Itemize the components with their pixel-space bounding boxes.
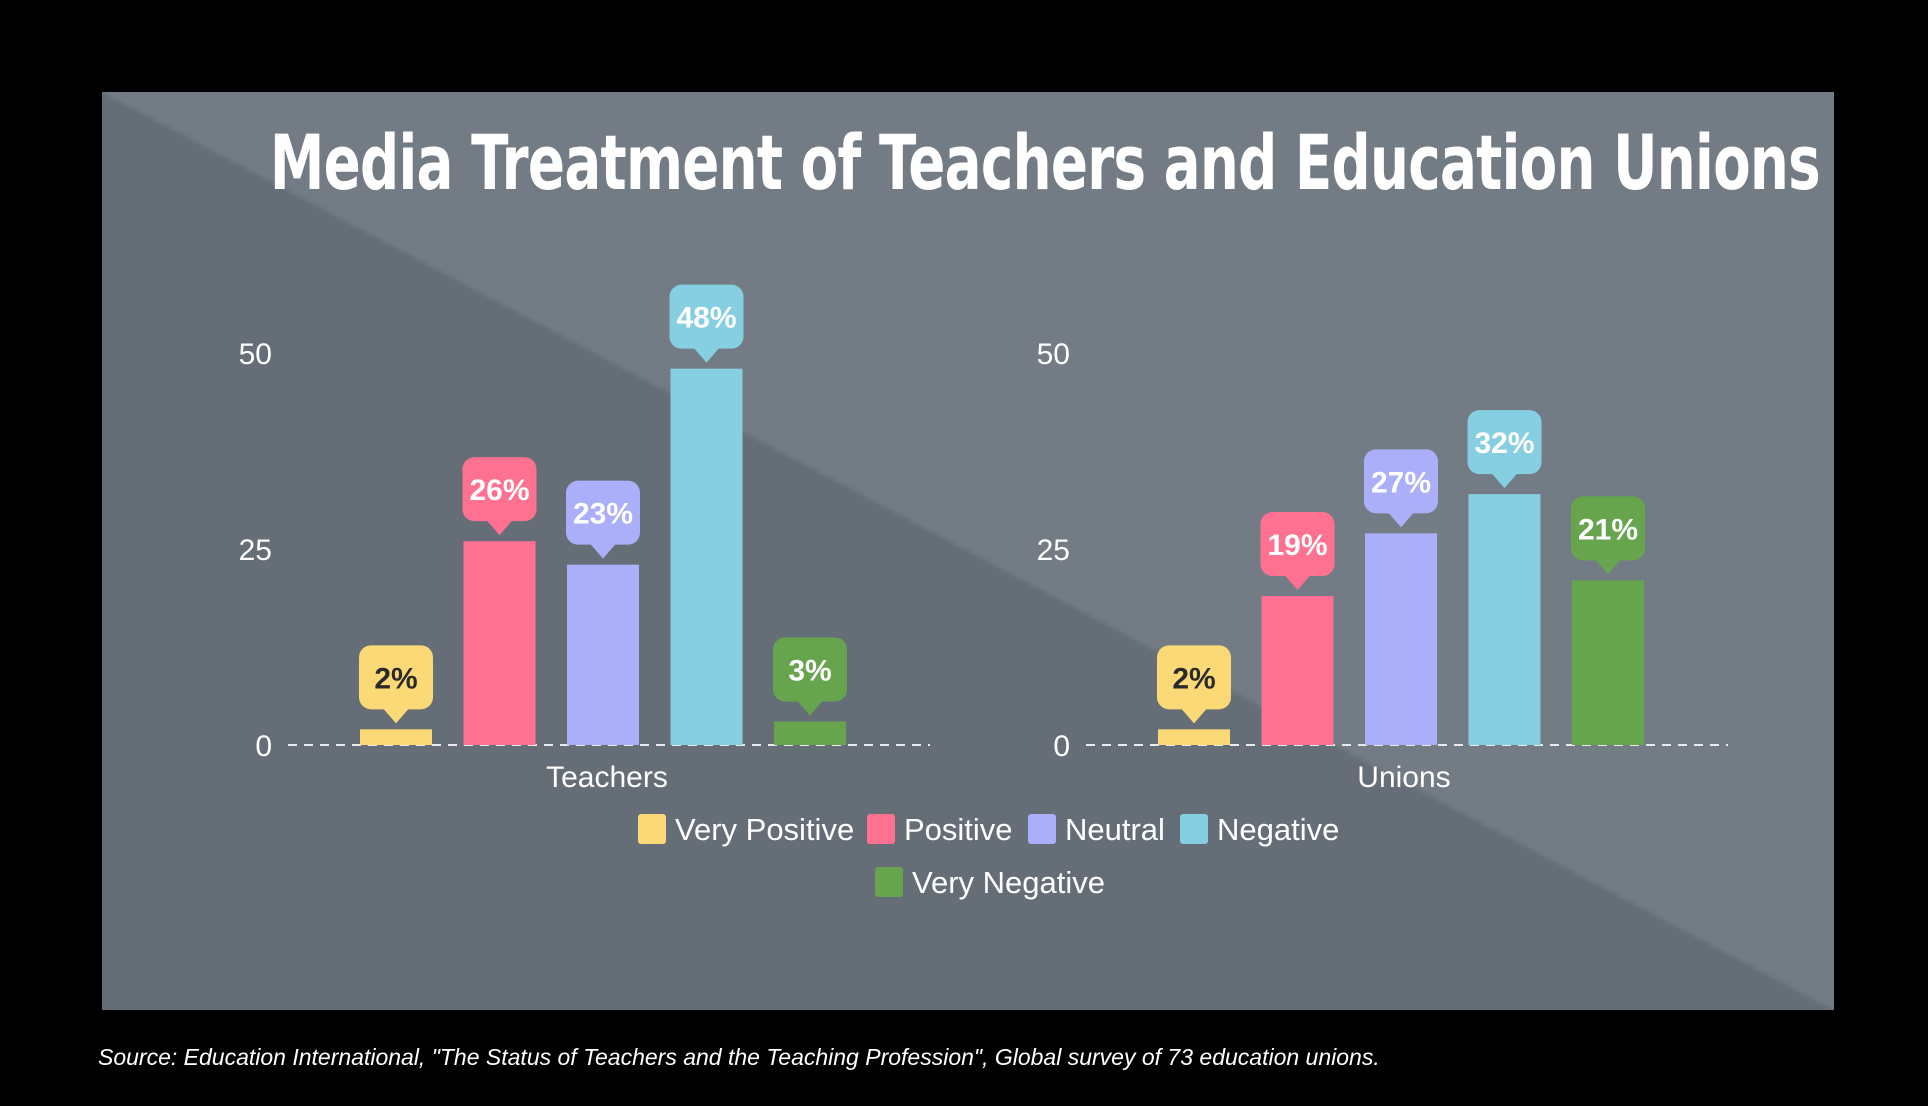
- y-tick-label-teachers: 0: [255, 730, 272, 763]
- legend-swatch-very-positive: [638, 814, 666, 844]
- value-callout-teachers: [773, 637, 847, 702]
- value-callout-unions: [1260, 512, 1335, 577]
- value-callout-pointer: [383, 708, 409, 724]
- y-tick-label-unions: 0: [1053, 730, 1070, 763]
- value-callout-unions: [1571, 496, 1645, 561]
- value-callout-pointer: [693, 347, 720, 363]
- bar-unions-very-positive: [1158, 729, 1230, 745]
- bar-unions-negative: [1468, 494, 1541, 745]
- bar-teachers-very-positive: [360, 729, 432, 745]
- data-label-teachers: 26%: [469, 474, 529, 507]
- legend-label: Very Positive: [675, 812, 854, 847]
- data-label-unions: 21%: [1578, 513, 1638, 546]
- value-callout-pointer: [1595, 559, 1621, 575]
- legend-label: Negative: [1217, 812, 1339, 847]
- value-callout-teachers: [566, 480, 640, 545]
- legend-label: Very Negative: [912, 865, 1105, 900]
- value-callout-pointer: [797, 700, 823, 716]
- value-callout-pointer: [1491, 473, 1518, 489]
- data-label-unions: 32%: [1474, 427, 1534, 460]
- data-label-unions: 27%: [1371, 466, 1431, 499]
- y-tick-label-unions: 25: [1037, 534, 1070, 567]
- bar-teachers-neutral: [567, 564, 639, 745]
- y-tick-label-teachers: 50: [239, 338, 272, 371]
- category-label-unions: Unions: [1357, 761, 1450, 794]
- value-callout-teachers: [669, 284, 744, 349]
- value-callout-unions: [1157, 645, 1231, 710]
- data-label-teachers: 3%: [788, 654, 831, 687]
- bar-unions-neutral: [1365, 533, 1437, 745]
- legend-swatch-neutral: [1028, 814, 1056, 844]
- value-callout-pointer: [1388, 512, 1414, 528]
- bar-teachers-positive: [463, 541, 536, 745]
- chart-panel: [102, 92, 1834, 1010]
- y-tick-label-teachers: 25: [239, 534, 272, 567]
- data-label-unions: 19%: [1267, 529, 1327, 562]
- value-callout-pointer: [590, 543, 616, 559]
- data-label-teachers: 2%: [374, 662, 417, 695]
- category-label-teachers: Teachers: [546, 761, 668, 794]
- bar-teachers-very-negative: [774, 721, 846, 745]
- value-callout-unions: [1467, 410, 1542, 475]
- y-tick-label-unions: 50: [1037, 338, 1070, 371]
- value-callout-teachers: [462, 457, 537, 522]
- data-label-unions: 2%: [1172, 662, 1215, 695]
- value-callout-teachers: [359, 645, 433, 710]
- data-label-teachers: 48%: [676, 302, 736, 335]
- value-callout-pointer: [486, 520, 513, 536]
- value-callout-unions: [1364, 449, 1438, 514]
- bar-unions-very-negative: [1572, 580, 1644, 745]
- legend-swatch-positive: [867, 814, 895, 844]
- legend-swatch-negative: [1180, 814, 1208, 844]
- bar-teachers-negative: [670, 368, 743, 745]
- legend-label: Positive: [904, 812, 1013, 847]
- chart-title: Media Treatment of Teachers and Educatio…: [269, 118, 1821, 207]
- legend-swatch-very-negative: [875, 867, 903, 897]
- source-note: Source: Education International, "The St…: [98, 1044, 1380, 1070]
- legend-label: Neutral: [1065, 812, 1165, 847]
- data-label-teachers: 23%: [573, 498, 633, 531]
- bar-unions-positive: [1261, 596, 1334, 745]
- value-callout-pointer: [1181, 708, 1207, 724]
- value-callout-pointer: [1284, 575, 1311, 591]
